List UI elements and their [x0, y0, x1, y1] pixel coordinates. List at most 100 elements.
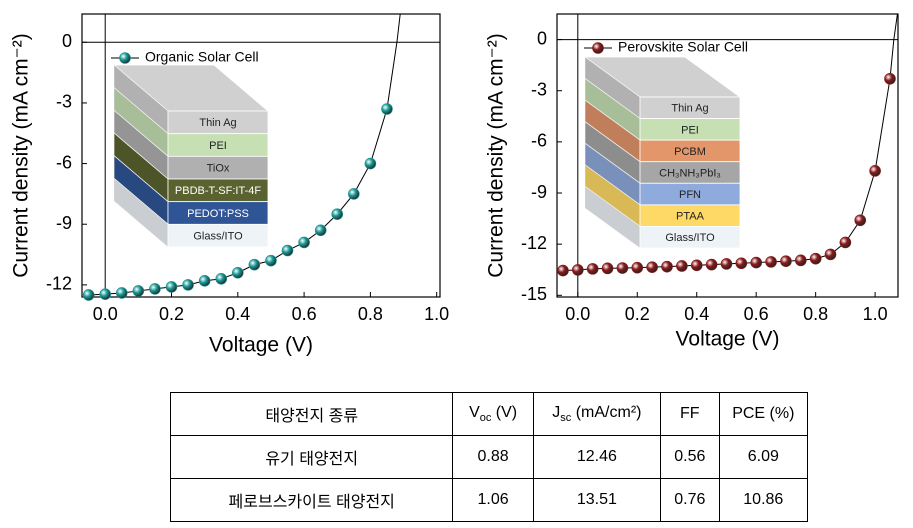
data-point: [690, 259, 703, 272]
data-point: [165, 281, 178, 293]
data-point: [215, 273, 228, 285]
legend-label: Organic Solar Cell: [145, 49, 259, 65]
y-tick-label: -3: [56, 92, 72, 112]
data-point: [82, 289, 95, 301]
header-row: 태양전지 종류 Voc (V) Jsc (mA/cm²) FF PCE (%): [169, 392, 809, 436]
y-tick-label: -12: [46, 274, 72, 294]
plot-frame: [81, 13, 441, 298]
header-cell: Jsc (mA/cm²): [532, 392, 661, 436]
layer-label: PEI: [681, 124, 699, 136]
data-point: [705, 258, 718, 271]
value-cell: 0.56: [659, 435, 720, 479]
y-tick-label: -6: [56, 152, 72, 172]
data-point: [364, 157, 377, 170]
x-tick-label: 0.6: [292, 304, 317, 324]
layer-label: PCBM: [674, 146, 706, 158]
data-point: [198, 275, 211, 287]
value-cell: 12.46: [532, 435, 661, 479]
data-point: [601, 262, 614, 275]
data-point: [265, 254, 277, 267]
value-cell: 0.88: [452, 435, 534, 479]
data-point: [231, 266, 244, 279]
legend-label: Perovskite Solar Cell: [618, 39, 748, 55]
y-tick-label: -3: [531, 79, 547, 99]
legend-marker: [119, 52, 131, 64]
data-point: [314, 224, 327, 237]
data-point: [839, 236, 852, 249]
layer-shade: [585, 186, 640, 248]
header-rest: (mA/cm²): [571, 403, 642, 421]
data-point: [331, 208, 344, 220]
header-cell: PCE (%): [718, 392, 809, 436]
layer-label: Thin Ag: [671, 103, 708, 115]
data-point: [586, 263, 599, 275]
layer-front: [639, 226, 741, 249]
y-tick-label: -9: [531, 182, 547, 202]
row-label: 유기 태양전지: [169, 435, 454, 479]
data-point: [149, 283, 161, 295]
data-point: [557, 264, 569, 277]
x-axis-label: Voltage (V): [209, 334, 313, 357]
header-cell: Voc (V): [452, 392, 534, 436]
y-tick-label: 0: [62, 31, 72, 51]
layer-shade: [114, 178, 168, 247]
data-point: [661, 260, 673, 273]
fit-curve: [889, 14, 898, 79]
layer-label: PBDB-T-SF:IT-4F: [175, 185, 261, 197]
x-tick-label: 0.4: [225, 304, 250, 324]
data-point: [750, 256, 762, 269]
y-tick-label: -9: [56, 213, 72, 233]
data-point: [631, 261, 644, 274]
x-tick-label: 1.0: [863, 304, 888, 324]
data-point: [884, 72, 896, 85]
x-tick-label: 0.0: [565, 304, 590, 324]
data-point: [248, 258, 261, 271]
value-cell: 6.09: [718, 435, 809, 479]
plot-frame: [556, 13, 899, 298]
layer-shade: [585, 164, 640, 227]
fit-curve: [386, 14, 401, 110]
x-tick-label: 0.8: [803, 304, 828, 324]
layer-shade: [114, 110, 168, 179]
data-point: [132, 285, 145, 297]
summary-table: 태양전지 종류 Voc (V) Jsc (mA/cm²) FF PCE (%) 유기 태양…: [169, 392, 809, 522]
data-point: [676, 260, 688, 272]
data-point: [115, 287, 128, 299]
data-point: [99, 288, 112, 300]
header-cell: FF: [659, 392, 720, 436]
table-row: 유기 태양전지 0.88 12.46 0.56 6.09: [169, 435, 809, 479]
data-point: [720, 258, 733, 270]
header-text: V: [469, 403, 480, 421]
data-point: [869, 165, 881, 177]
header-sub: oc: [479, 412, 492, 425]
x-tick-label: 0.2: [625, 304, 650, 324]
x-axis-label: Voltage (V): [676, 328, 780, 351]
data-point: [348, 188, 360, 200]
layer-shade: [585, 100, 640, 162]
x-tick-label: 0.4: [684, 304, 709, 324]
data-point: [854, 214, 867, 227]
layer-shade: [585, 121, 640, 184]
layer-shade: [114, 65, 168, 134]
layer-shade: [585, 78, 640, 141]
layer-label: PEI: [209, 140, 227, 152]
x-tick-label: 0.0: [93, 304, 118, 324]
layer-label: CH₃NH₃PbI₃: [659, 167, 721, 179]
y-tick-label: -12: [521, 233, 547, 253]
data-point: [646, 261, 658, 273]
x-tick-label: 1.0: [424, 304, 449, 324]
header-text: J: [552, 403, 561, 421]
data-point: [735, 257, 748, 270]
layer-label: PEDOT:PSS: [187, 208, 249, 220]
header-sub: sc: [560, 412, 572, 425]
layer-shade: [114, 133, 168, 202]
data-point: [794, 254, 807, 267]
value-cell: 1.06: [452, 478, 534, 522]
layer-label: Glass/ITO: [665, 232, 715, 244]
row-label: 페로브스카이트 태양전지: [169, 478, 454, 522]
layer-label: Thin Ag: [199, 117, 236, 129]
data-point: [572, 264, 584, 276]
legend-marker: [592, 42, 604, 54]
data-point: [824, 248, 837, 261]
